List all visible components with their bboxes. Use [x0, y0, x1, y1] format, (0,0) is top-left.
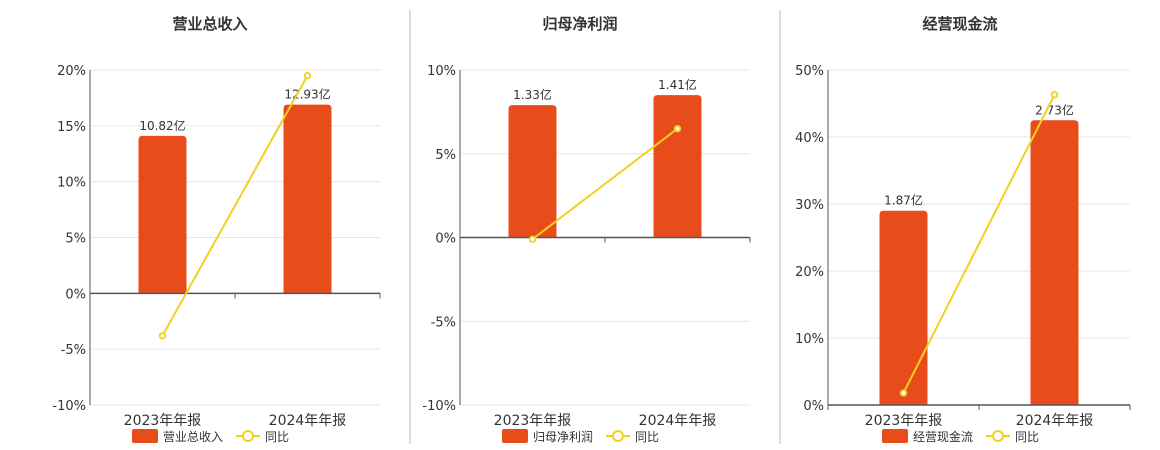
bar-value-label: 1.33亿 — [513, 87, 552, 102]
bar — [138, 135, 187, 294]
chart-operating-cashflow: 经营现金流 0% 10% 20% 30% 40% 50% 1.87亿 2.73亿 2023年年报 2… — [795, 15, 1131, 444]
y-tick-label: 5% — [65, 232, 86, 247]
bar — [653, 95, 702, 238]
legend-label: 同比 — [1015, 430, 1039, 444]
legend-label: 营业总收入 — [163, 430, 223, 444]
chart-title: 归母净利润 — [542, 15, 617, 33]
bar — [508, 105, 557, 238]
yoy-point — [1050, 91, 1059, 99]
y-tick-label: 0% — [435, 232, 456, 247]
bar-value-label: 1.87亿 — [884, 193, 923, 208]
legend-swatch-marker — [612, 430, 624, 442]
y-tick-label: -10% — [422, 399, 456, 414]
y-tick-label: 50% — [795, 64, 824, 79]
legend-label: 同比 — [635, 430, 659, 444]
yoy-line — [902, 94, 1056, 394]
legend-label: 经营现金流 — [913, 429, 973, 444]
y-tick-label: 20% — [795, 265, 824, 280]
bar — [1030, 120, 1079, 405]
y-tick-label: 10% — [795, 332, 824, 347]
y-tick-label: 15% — [57, 120, 86, 135]
legend-swatch-marker — [992, 430, 1004, 442]
chart-revenue: 营业总收入 -10% -5% 0% 5% 10% 15% 20% 10.82亿 12.93亿 202… — [52, 15, 381, 444]
bar — [879, 210, 928, 405]
yoy-line — [161, 75, 309, 337]
bar-value-label: 1.41亿 — [658, 77, 697, 92]
y-tick-label: 5% — [435, 148, 456, 163]
y-tick-label: 20% — [57, 64, 86, 79]
x-category-label: 2024年年报 — [269, 413, 347, 429]
chart-title: 经营现金流 — [922, 15, 997, 33]
x-category-label: 2024年年报 — [1016, 413, 1094, 429]
legend-label: 同比 — [265, 430, 289, 444]
yoy-point — [158, 332, 167, 340]
yoy-point — [528, 235, 537, 243]
bar-value-label: 2.73亿 — [1035, 102, 1074, 117]
y-tick-label: -5% — [431, 315, 456, 330]
legend-swatch-bar — [882, 429, 908, 443]
bar — [283, 104, 332, 294]
x-category-label: 2024年年报 — [639, 413, 717, 429]
y-tick-label: 40% — [795, 131, 824, 146]
yoy-point — [303, 71, 312, 80]
yoy-line — [531, 127, 679, 240]
y-tick-label: 10% — [57, 176, 86, 191]
x-category-label: 2023年年报 — [865, 413, 943, 429]
yoy-point — [899, 389, 908, 397]
chart-title: 营业总收入 — [172, 15, 247, 33]
x-category-label: 2023年年报 — [494, 413, 572, 429]
chart-net-profit: 归母净利润 -10% -5% 0% 5% 10% 1.33亿 1.41亿 2023年年报 2024… — [422, 15, 751, 444]
legend-label: 归母净利润 — [533, 430, 593, 444]
y-tick-label: 10% — [427, 64, 456, 79]
legend-swatch-bar — [502, 429, 528, 443]
y-tick-label: 0% — [65, 287, 86, 302]
y-tick-label: -10% — [52, 399, 86, 414]
legend-swatch-marker — [242, 430, 254, 442]
legend-swatch-bar — [132, 429, 158, 443]
y-tick-label: 30% — [795, 198, 824, 213]
bar-value-label: 10.82亿 — [139, 118, 185, 133]
y-tick-label: -5% — [61, 343, 86, 358]
yoy-point — [673, 124, 682, 133]
y-tick-label: 0% — [803, 399, 824, 414]
x-category-label: 2023年年报 — [124, 413, 202, 429]
bar-value-label: 12.93亿 — [284, 87, 330, 102]
